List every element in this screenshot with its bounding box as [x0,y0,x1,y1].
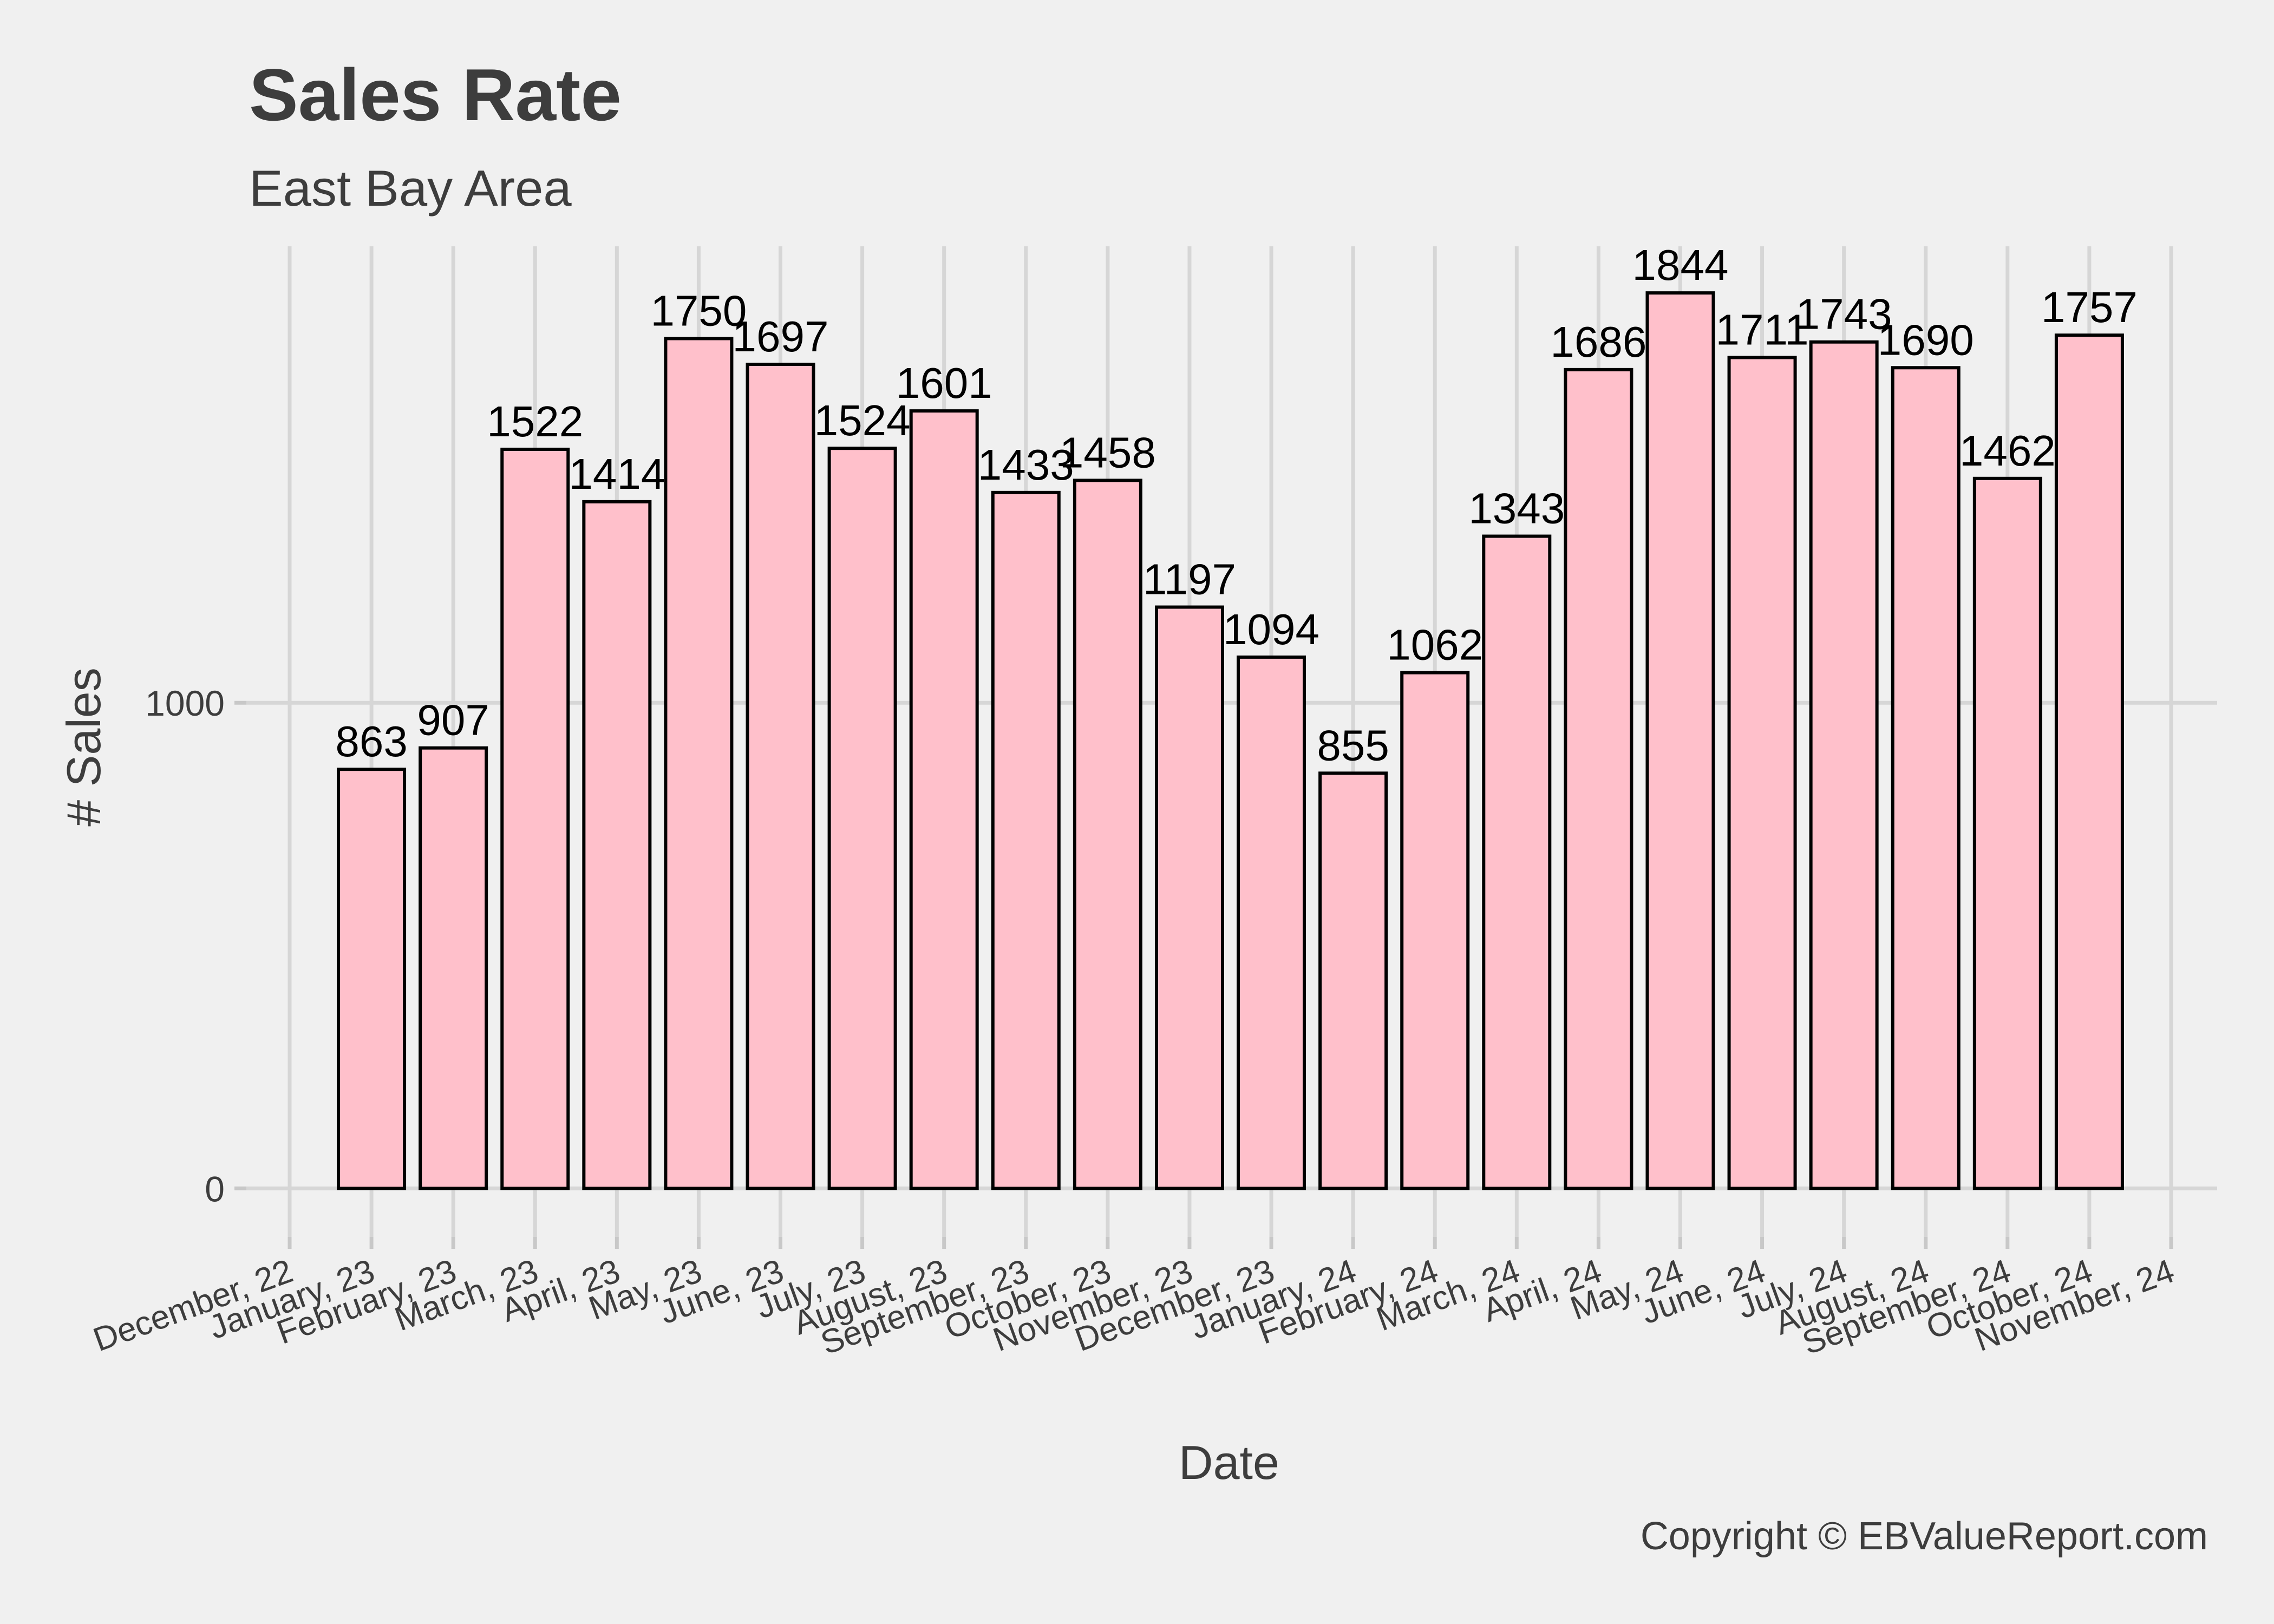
y-tick-label: 0 [205,1169,225,1209]
bar [1154,605,1224,1190]
bar [1809,340,1879,1190]
chart-title: Sales Rate [249,54,622,136]
bar [1318,771,1388,1190]
bar [419,746,488,1190]
bar [1645,291,1715,1190]
data-label: 1743 [1796,290,1892,338]
chart-subtitle: East Bay Area [249,160,572,217]
data-label: 1697 [733,312,829,361]
bar [1237,655,1306,1190]
data-label: 907 [417,696,489,744]
bar [582,500,652,1190]
bar [500,447,570,1190]
data-label: 1844 [1632,241,1728,289]
data-label: 855 [1317,721,1389,769]
data-label: 1343 [1468,484,1565,533]
bar [1564,368,1633,1190]
bar [1972,476,2042,1190]
data-label: 863 [335,717,407,765]
data-label: 1711 [1716,305,1809,353]
y-tick-label: 1000 [145,683,225,723]
copyright-caption: Copyright © EBValueReport.com [1641,1515,2208,1558]
data-label: 1686 [1550,318,1646,366]
data-label: 1757 [2041,283,2138,331]
bars [337,291,2124,1190]
bar [746,362,815,1190]
data-label: 1458 [1060,428,1156,476]
y-axis: 0 1000 [145,683,246,1209]
bar [1400,671,1470,1190]
bar [664,337,734,1190]
bar [1073,479,1142,1190]
data-label: 1601 [896,359,992,407]
x-axis-title: Date [1179,1436,1279,1489]
bar [909,409,979,1190]
bar [991,490,1061,1190]
data-label: 1690 [1878,316,1974,364]
data-label: 1197 [1143,555,1236,604]
bar [337,768,407,1190]
data-label: 1414 [568,450,665,498]
data-label: 1062 [1387,621,1483,669]
bar [827,447,897,1190]
data-label: 1750 [650,286,747,335]
y-axis-title: # Sales [57,667,110,827]
data-label: 1433 [978,441,1074,489]
data-label: 1524 [814,396,911,444]
bar [1727,356,1797,1190]
data-label: 1522 [487,397,583,446]
data-label: 1462 [1959,427,2056,475]
data-label: 1094 [1223,605,1319,653]
bar [1891,366,1961,1190]
bar [2054,333,2124,1190]
bar [1482,534,1552,1190]
